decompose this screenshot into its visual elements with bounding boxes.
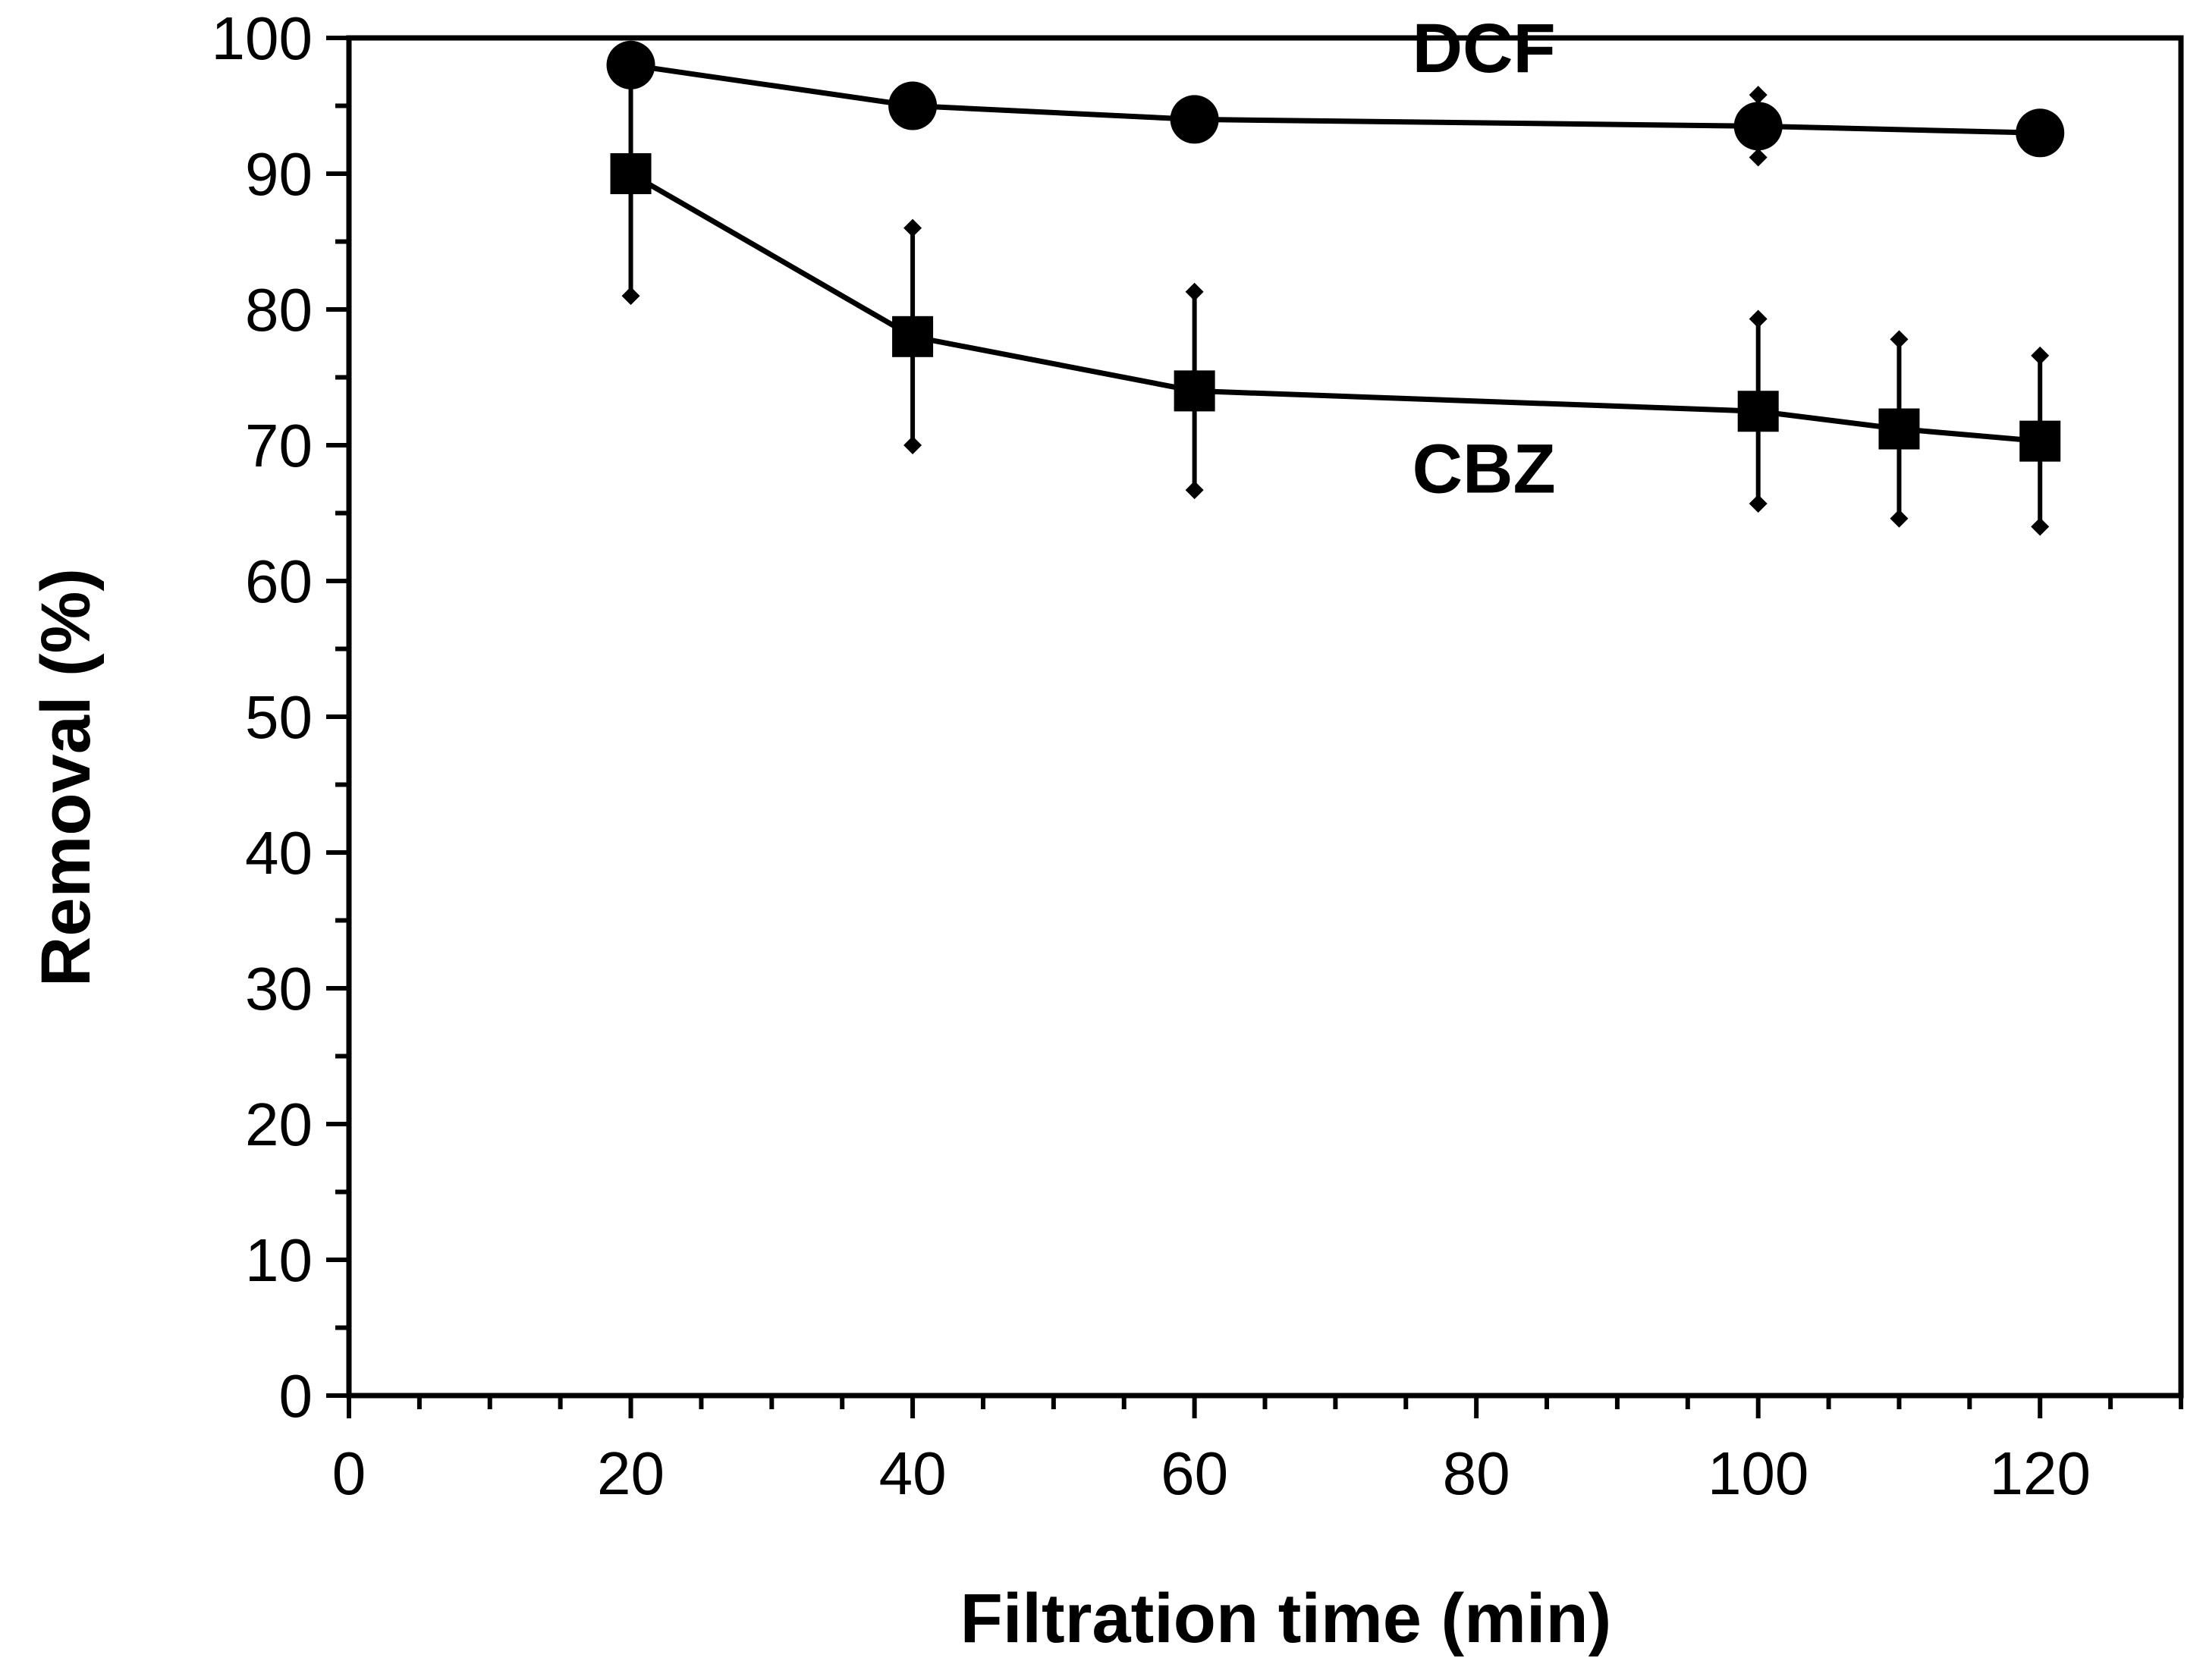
x-tick-label: 40 bbox=[879, 1440, 947, 1507]
data-point-cbz bbox=[1737, 391, 1779, 432]
data-point-dcf bbox=[1733, 102, 1783, 151]
series-line-cbz bbox=[629, 171, 2041, 444]
error-cap bbox=[1890, 330, 1909, 349]
series-label-cbz: CBZ bbox=[1413, 431, 1556, 508]
x-tick-label: 20 bbox=[597, 1440, 665, 1507]
y-tick-label: 30 bbox=[245, 955, 313, 1022]
series-layer: DCF CBZ bbox=[606, 10, 2065, 536]
series-label-dcf: DCF bbox=[1413, 10, 1556, 87]
error-cap bbox=[1749, 494, 1768, 513]
y-tick-label: 20 bbox=[245, 1091, 313, 1158]
error-cap bbox=[1890, 509, 1909, 528]
x-tick-label: 0 bbox=[332, 1440, 366, 1507]
y-tick-label: 100 bbox=[212, 5, 313, 72]
error-cap bbox=[1185, 282, 1204, 301]
error-cap bbox=[1749, 148, 1768, 167]
error-cap bbox=[621, 287, 640, 306]
error-cap bbox=[1185, 481, 1204, 500]
y-tick-label: 90 bbox=[245, 140, 313, 208]
error-cap bbox=[621, 42, 640, 61]
error-cap bbox=[2031, 346, 2050, 365]
x-axis-title: Filtration time (min) bbox=[960, 1580, 1612, 1657]
y-tick-label: 70 bbox=[245, 412, 313, 479]
y-tick-label: 50 bbox=[245, 683, 313, 751]
data-point-dcf bbox=[1170, 95, 1219, 144]
data-point-cbz bbox=[2019, 420, 2061, 462]
error-cap bbox=[2031, 517, 2050, 536]
x-tick-label: 80 bbox=[1443, 1440, 1510, 1507]
data-point-cbz bbox=[892, 316, 934, 357]
y-axis-title: Removal (%) bbox=[27, 568, 105, 987]
error-cap bbox=[1749, 309, 1768, 328]
error-cap bbox=[1749, 86, 1768, 105]
y-tick-label: 60 bbox=[245, 548, 313, 615]
x-tick-label: 120 bbox=[1989, 1440, 2090, 1507]
x-tick-label: 60 bbox=[1161, 1440, 1228, 1507]
y-tick-label: 0 bbox=[279, 1362, 313, 1430]
y-tick-label: 10 bbox=[245, 1226, 313, 1294]
y-tick-label: 40 bbox=[245, 819, 313, 887]
error-cap bbox=[903, 218, 922, 237]
y-tick-label: 80 bbox=[245, 276, 313, 344]
data-point-cbz bbox=[610, 153, 652, 194]
data-point-cbz bbox=[1878, 408, 1920, 450]
x-tick-label: 100 bbox=[1708, 1440, 1808, 1507]
data-point-dcf bbox=[2016, 108, 2065, 158]
data-point-cbz bbox=[1174, 370, 1215, 412]
data-point-dcf bbox=[888, 81, 938, 130]
axes-layer: 0 10 20 30 40 50 60 70 80 90 100 0 20 40 60 80 100 120 bbox=[212, 5, 2184, 1507]
error-cap bbox=[903, 436, 922, 454]
